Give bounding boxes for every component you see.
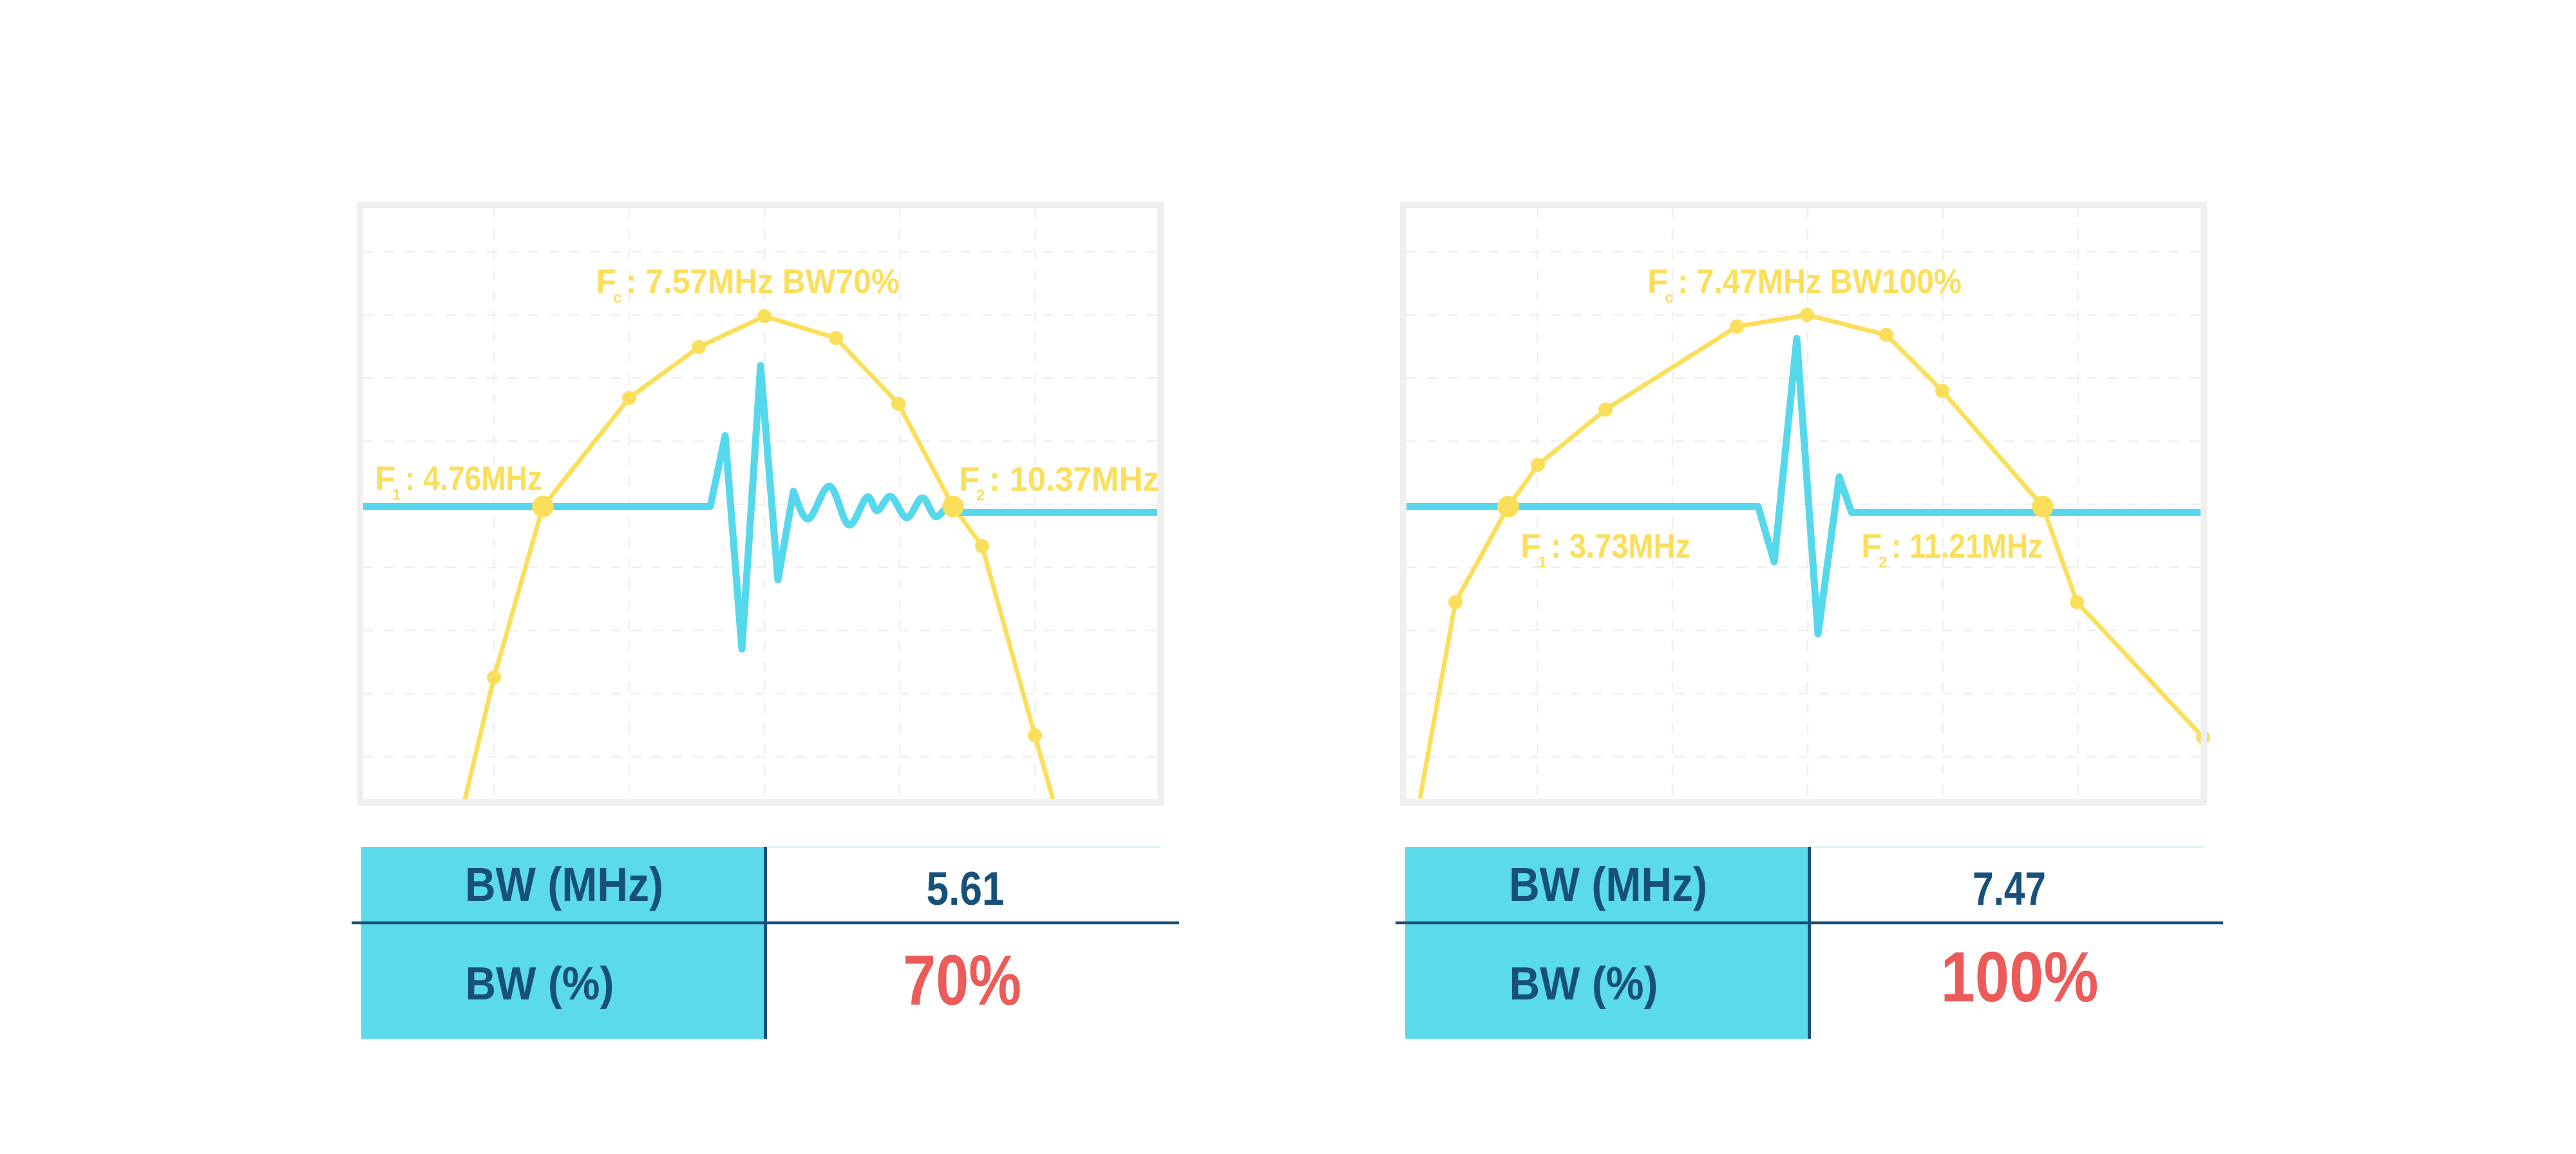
svg-text:5.61: 5.61 <box>927 863 1005 915</box>
svg-text:BW (MHz): BW (MHz) <box>465 858 663 911</box>
svg-text:BW (MHz): BW (MHz) <box>1509 858 1707 911</box>
svg-text:F: F <box>1647 263 1668 301</box>
svg-text:1: 1 <box>1538 554 1546 571</box>
svg-text:: 7.57MHz BW70%: : 7.57MHz BW70% <box>626 263 900 301</box>
svg-text:2: 2 <box>1879 554 1887 571</box>
svg-text:2: 2 <box>976 487 985 504</box>
svg-text:c: c <box>1665 289 1673 307</box>
svg-text:1: 1 <box>392 486 401 504</box>
svg-text:: 11.21MHz: : 11.21MHz <box>1891 527 2043 565</box>
svg-text:F: F <box>375 460 395 498</box>
svg-text:BW (%): BW (%) <box>466 958 614 1010</box>
svg-text:: 3.73MHz: : 3.73MHz <box>1551 527 1690 565</box>
svg-text:70%: 70% <box>903 941 1021 1020</box>
svg-text:F: F <box>596 263 616 301</box>
svg-text:: 7.47MHz BW100%: : 7.47MHz BW100% <box>1678 263 1962 301</box>
svg-text:: 4.76MHz: : 4.76MHz <box>405 460 542 498</box>
svg-text:F: F <box>1520 527 1541 565</box>
svg-text:BW (%): BW (%) <box>1510 958 1658 1010</box>
svg-text:7.47: 7.47 <box>1973 863 2046 915</box>
svg-text:F: F <box>959 460 980 498</box>
svg-text:: 10.37MHz: : 10.37MHz <box>989 460 1159 498</box>
svg-text:c: c <box>613 289 621 307</box>
svg-text:F: F <box>1861 527 1882 565</box>
svg-text:100%: 100% <box>1941 938 2099 1017</box>
